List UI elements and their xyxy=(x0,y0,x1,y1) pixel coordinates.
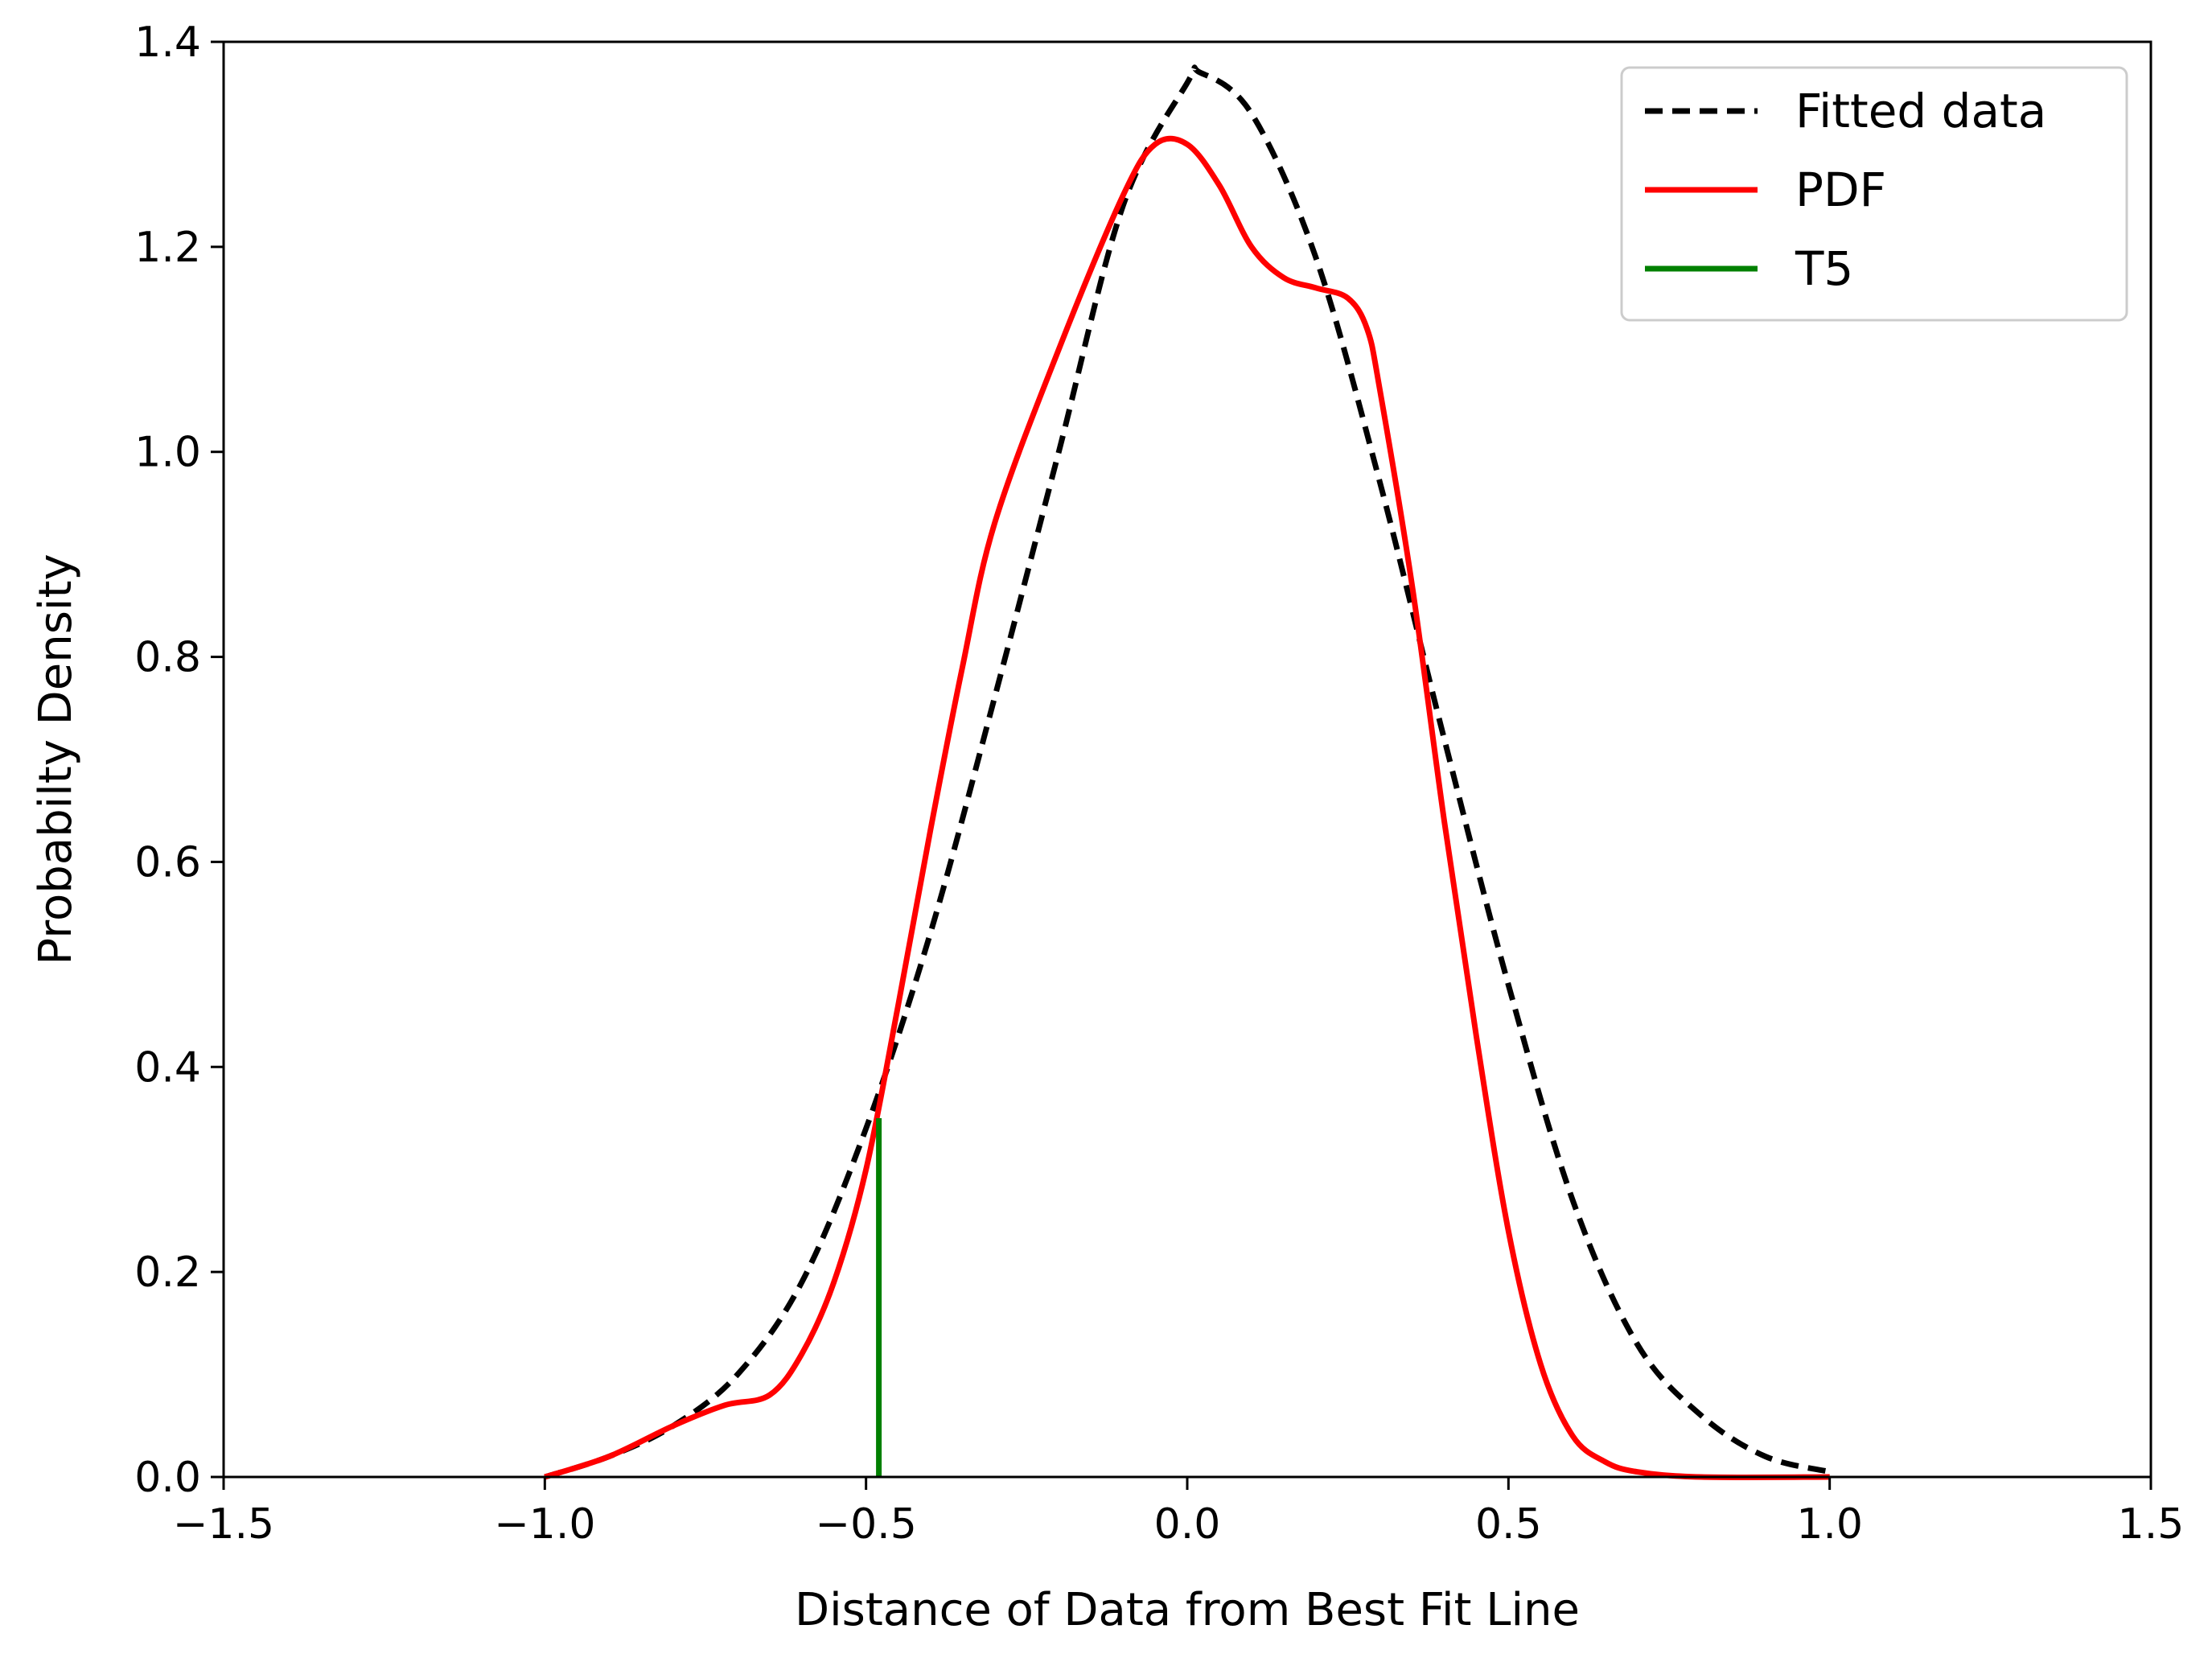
y-axis: 0.0 0.2 0.4 0.6 0.8 1.0 1.2 1.4 xyxy=(134,19,224,1502)
y-tick-label: 0.6 xyxy=(134,838,201,887)
y-tick-label: 1.2 xyxy=(134,224,201,272)
y-tick-label: 0.4 xyxy=(134,1043,201,1092)
legend: Fitted data PDF T5 xyxy=(1620,66,2128,322)
x-tick-label: −1.0 xyxy=(494,1500,595,1549)
y-tick-label: 0.0 xyxy=(134,1454,201,1502)
legend-label-t5: T5 xyxy=(1795,241,1853,296)
x-tick-label: −0.5 xyxy=(816,1500,917,1549)
legend-label-pdf: PDF xyxy=(1795,162,1886,217)
y-tick-label: 0.2 xyxy=(134,1249,201,1297)
x-tick-label: −1.5 xyxy=(173,1500,274,1549)
y-tick-label: 0.8 xyxy=(134,634,201,682)
x-tick-label: 0.0 xyxy=(1154,1500,1221,1549)
x-tick-label: 0.5 xyxy=(1475,1500,1542,1549)
y-tick-label: 1.4 xyxy=(134,19,201,67)
series-line-pdf xyxy=(544,135,1830,1480)
legend-label-fitted-data: Fitted data xyxy=(1795,84,2046,138)
x-tick-label: 1.5 xyxy=(2118,1500,2185,1549)
series-layer xyxy=(544,64,1831,1480)
legend-box xyxy=(1620,66,2128,322)
x-axis-label: Distance of Data from Best Fit Line xyxy=(795,1584,1580,1636)
y-tick-label: 1.0 xyxy=(134,429,201,477)
x-axis: −1.5 −1.0 −0.5 0.0 0.5 1.0 1.5 xyxy=(173,1477,2184,1549)
y-axis-label: Probabilty Density xyxy=(30,553,82,965)
x-tick-label: 1.0 xyxy=(1796,1500,1863,1549)
series-line-fitted-data xyxy=(544,64,1831,1480)
